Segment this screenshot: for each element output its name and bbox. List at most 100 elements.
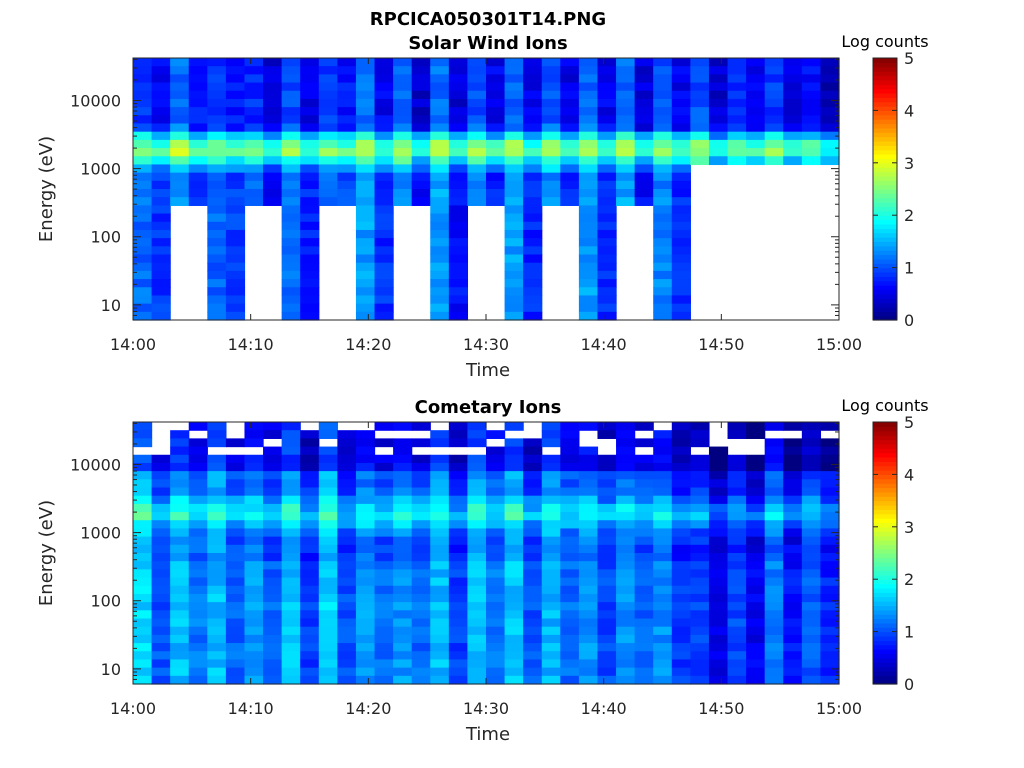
heatmap-cell (690, 675, 710, 685)
heatmap-cell (300, 295, 320, 305)
heatmap-cell (616, 503, 636, 513)
heatmap-cell (337, 495, 357, 505)
heatmap-cell (523, 123, 543, 133)
colorbar-swatch (873, 557, 897, 563)
heatmap-cell (597, 610, 617, 620)
heatmap-cell (300, 246, 320, 256)
heatmap-cell (151, 254, 171, 264)
heatmap-cell (764, 107, 784, 116)
heatmap-cell (281, 238, 301, 247)
heatmap-cell (764, 98, 784, 108)
heatmap-cell (671, 180, 691, 190)
heatmap-cell (746, 82, 766, 92)
heatmap-cell (746, 569, 766, 579)
heatmap-cell (467, 123, 487, 133)
heatmap-cell (764, 487, 784, 497)
heatmap-cell (523, 115, 543, 125)
heatmap-cell (578, 279, 599, 288)
heatmap-cell (727, 107, 747, 116)
heatmap-cell (411, 520, 431, 530)
heatmap-cell (523, 238, 543, 247)
heatmap-cell (634, 610, 654, 620)
heatmap-cell (355, 471, 376, 480)
heatmap-cell (151, 512, 171, 521)
heatmap-cell (170, 115, 190, 125)
heatmap-cell (616, 495, 636, 505)
heatmap-cell (578, 156, 599, 166)
heatmap-cell (467, 462, 487, 472)
heatmap-cell (188, 593, 208, 603)
heatmap-cell (801, 667, 822, 677)
heatmap-cell (727, 512, 747, 521)
heatmap-cell (207, 610, 227, 620)
heatmap-cell (634, 528, 654, 538)
heatmap-cell (188, 446, 208, 456)
heatmap-cell (188, 528, 208, 538)
heatmap-cell (188, 602, 208, 611)
heatmap-cell (690, 495, 710, 505)
heatmap-cell (486, 626, 506, 636)
heatmap-cell (374, 229, 394, 239)
colorbar-swatch (873, 219, 897, 225)
heatmap-cell (467, 422, 487, 431)
heatmap-cell (746, 610, 766, 620)
heatmap-cell (188, 471, 208, 480)
heatmap-cell (281, 422, 301, 431)
heatmap-cell (263, 189, 283, 198)
heatmap-cell (616, 553, 636, 562)
heatmap-cell (430, 221, 450, 231)
heatmap-cell (207, 585, 227, 595)
heatmap-cell (597, 311, 617, 321)
heatmap-cell (207, 553, 227, 562)
heatmap-cell (207, 139, 227, 149)
heatmap-cell (225, 462, 246, 472)
heatmap-cell (708, 618, 729, 628)
heatmap-cell (337, 667, 357, 677)
heatmap-cell (541, 156, 561, 166)
heatmap-cell (597, 270, 617, 280)
heatmap-cell (727, 643, 747, 652)
heatmap-cell (801, 553, 822, 562)
heatmap-cell (523, 626, 543, 636)
heatmap-cell (300, 279, 320, 288)
heatmap-cell (653, 148, 673, 157)
heatmap-cell (597, 254, 617, 264)
heatmap-cell (300, 667, 320, 677)
heatmap-cell (541, 659, 561, 669)
heatmap-cell (467, 487, 487, 497)
heatmap-cell (578, 675, 599, 685)
heatmap-cell (448, 66, 469, 75)
heatmap-cell (653, 107, 673, 116)
heatmap-cell (355, 189, 376, 198)
heatmap-cell (467, 438, 487, 448)
heatmap-cell (653, 221, 673, 231)
heatmap-cell (467, 189, 487, 198)
heatmap-cell (355, 164, 376, 174)
heatmap-cell (486, 90, 506, 100)
heatmap-cell (300, 189, 320, 198)
heatmap-cell (448, 634, 469, 644)
heatmap-cell (783, 520, 803, 530)
heatmap-cell (560, 180, 580, 190)
heatmap-cell (170, 430, 190, 439)
heatmap-cell (820, 593, 840, 603)
colorbar-swatch (873, 298, 897, 304)
heatmap-cell (318, 577, 338, 587)
heatmap-cell (486, 189, 506, 198)
heatmap-cell (318, 512, 338, 521)
heatmap-cell (207, 156, 227, 166)
heatmap-cell (151, 131, 171, 141)
colorbar-swatch (873, 539, 897, 545)
heatmap-cell (820, 98, 840, 108)
heatmap-cell (783, 553, 803, 562)
heatmap-cell (263, 643, 283, 652)
heatmap-cell (634, 667, 654, 677)
heatmap-cell (244, 487, 264, 497)
heatmap-cell (430, 495, 450, 505)
heatmap-cell (671, 553, 691, 562)
heatmap-cell (616, 626, 636, 636)
heatmap-cell (597, 422, 617, 431)
heatmap-cell (448, 422, 469, 431)
heatmap-cell (746, 602, 766, 611)
heatmap-cell (727, 675, 747, 685)
